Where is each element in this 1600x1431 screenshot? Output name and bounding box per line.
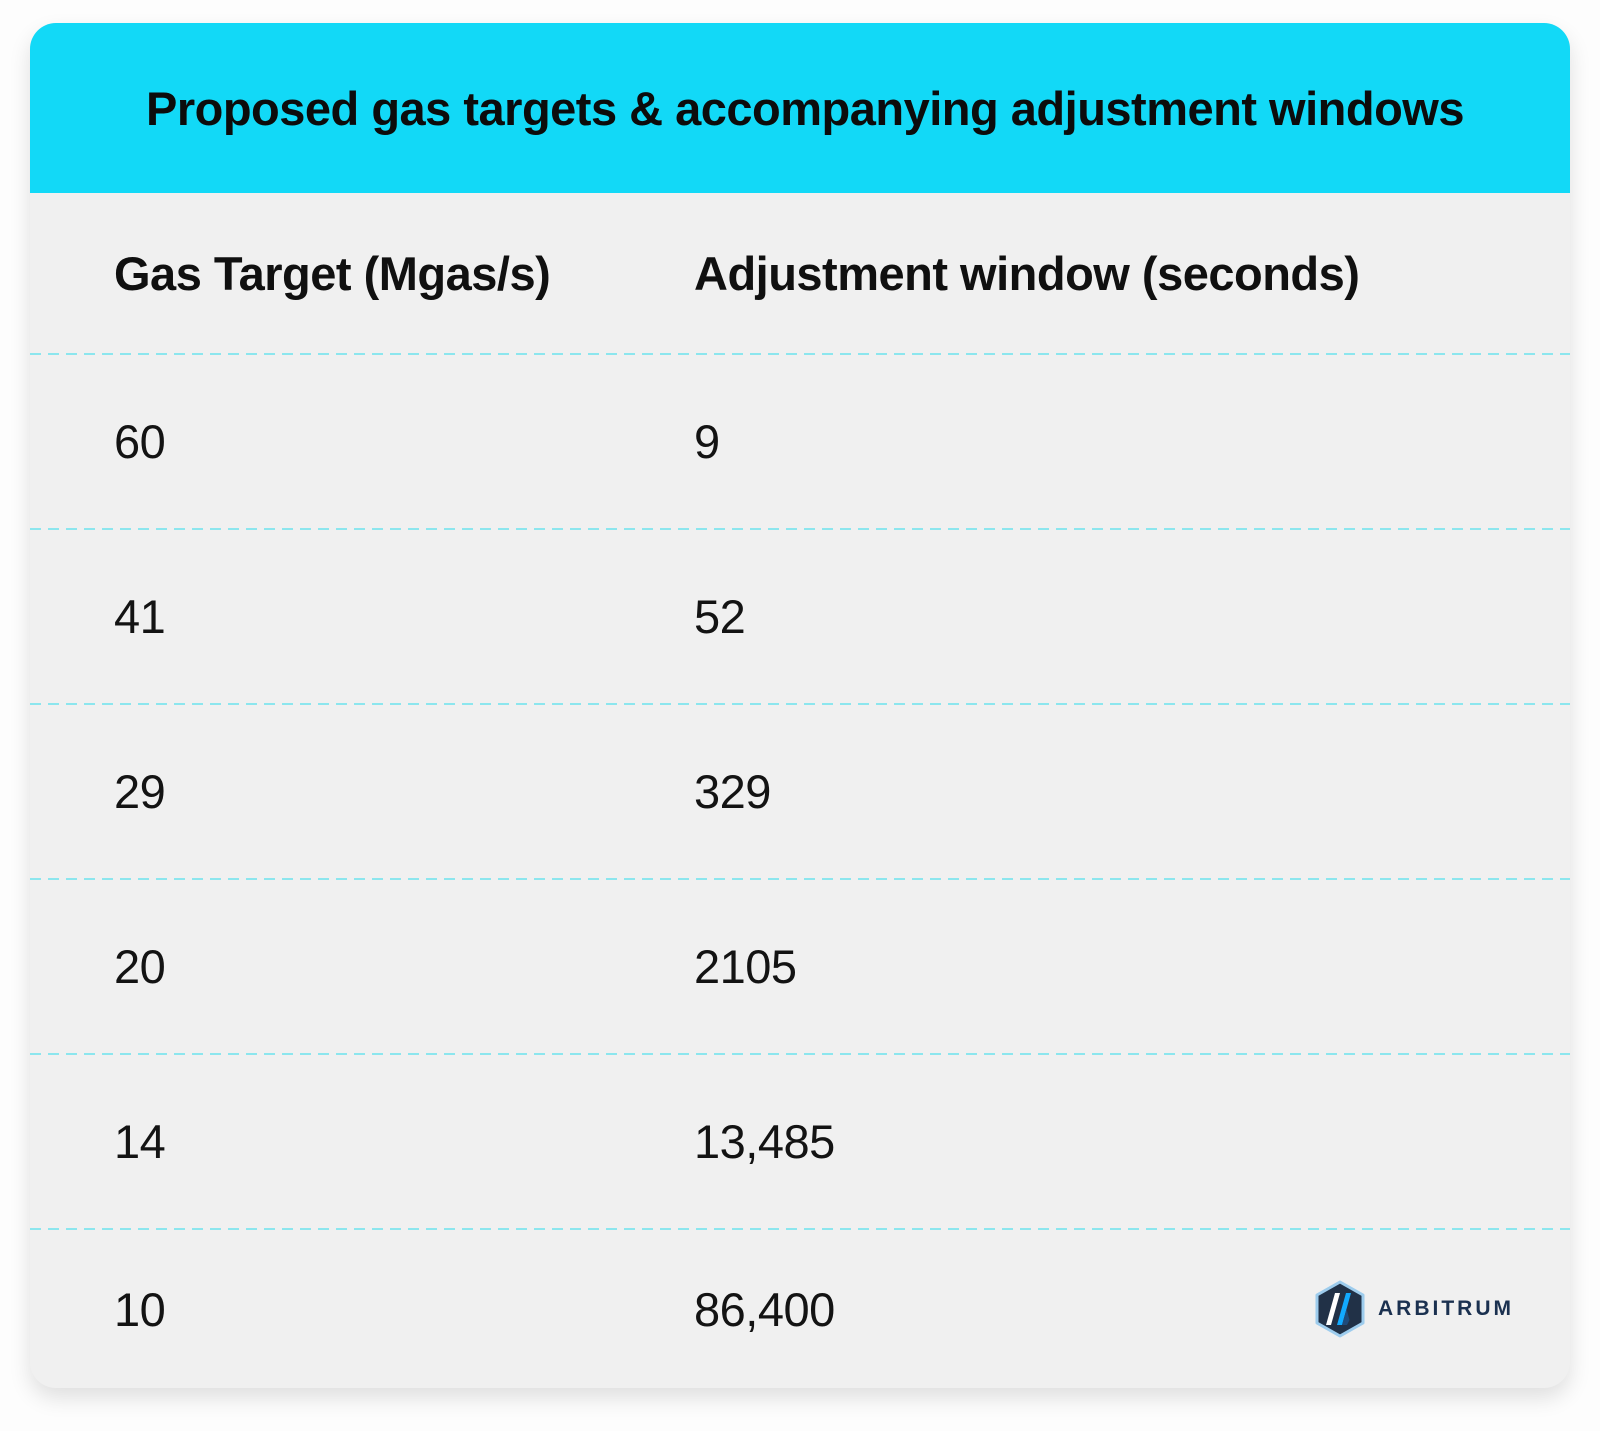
card-header: Proposed gas targets & accompanying adju…	[30, 23, 1570, 193]
row-divider	[30, 353, 1570, 355]
cell-gas-target: 20	[114, 940, 166, 993]
row-divider	[30, 1228, 1570, 1230]
card-title: Proposed gas targets & accompanying adju…	[146, 81, 1465, 135]
table-row: 60 9	[30, 355, 1570, 528]
row-divider	[30, 1053, 1570, 1055]
cell-adjustment-window: 2105	[694, 940, 797, 993]
arbitrum-hexagon-icon	[1313, 1280, 1367, 1338]
cell-gas-target: 29	[114, 765, 166, 818]
cell-gas-target: 10	[114, 1282, 166, 1336]
cell-adjustment-window: 86,400	[694, 1282, 835, 1336]
table-row: 20 2105	[30, 880, 1570, 1053]
table-row: 29 329	[30, 705, 1570, 878]
row-divider	[30, 528, 1570, 530]
arbitrum-logo: ARBITRUM	[1313, 1280, 1514, 1338]
cell-adjustment-window: 9	[694, 415, 720, 468]
table-row: 14 13,485	[30, 1055, 1570, 1228]
column-header-gas-target: Gas Target (Mgas/s)	[114, 246, 551, 300]
cell-gas-target: 41	[114, 590, 166, 643]
cell-adjustment-window: 52	[694, 590, 746, 643]
cell-adjustment-window: 329	[694, 765, 771, 818]
gas-targets-card: Proposed gas targets & accompanying adju…	[30, 23, 1570, 1388]
arbitrum-wordmark: ARBITRUM	[1378, 1297, 1514, 1320]
table-row: 41 52	[30, 530, 1570, 703]
row-divider	[30, 703, 1570, 705]
column-header-adjustment-window: Adjustment window (seconds)	[694, 246, 1360, 300]
row-divider	[30, 878, 1570, 880]
cell-adjustment-window: 13,485	[694, 1115, 835, 1168]
cell-gas-target: 60	[114, 415, 166, 468]
table-row: 10 86,400 ARBITRUM	[30, 1230, 1570, 1388]
cell-gas-target: 14	[114, 1115, 166, 1168]
table-header-row: Gas Target (Mgas/s) Adjustment window (s…	[30, 193, 1570, 353]
